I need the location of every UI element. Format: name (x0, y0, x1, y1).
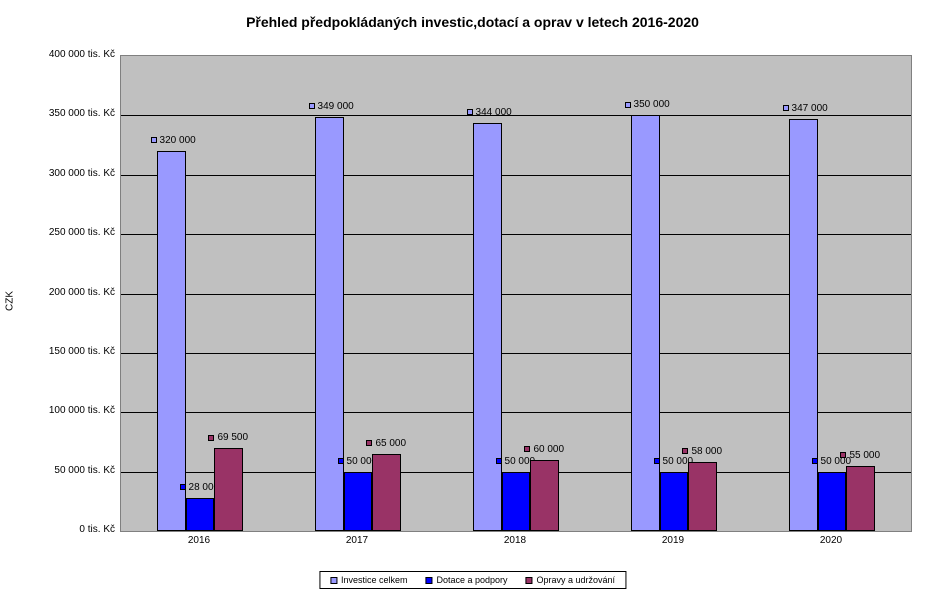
legend-item: Investice celkem (330, 575, 408, 585)
bar (502, 472, 531, 531)
data-label-text: 55 000 (849, 450, 880, 461)
bar (789, 119, 818, 531)
y-tick-label: 200 000 tis. Kč (5, 287, 115, 298)
data-label: 344 000 (467, 107, 512, 118)
legend-swatch (330, 577, 337, 584)
y-tick-label: 100 000 tis. Kč (5, 405, 115, 416)
bar (214, 448, 243, 531)
chart-container: Přehled předpokládaných investic,dotací … (0, 0, 945, 601)
bar (344, 472, 373, 531)
legend-label: Investice celkem (341, 575, 408, 585)
data-label: 60 000 (524, 444, 564, 455)
bar (631, 115, 660, 531)
data-label-marker (625, 102, 631, 108)
x-tick-label: 2020 (820, 535, 842, 546)
y-tick-label: 400 000 tis. Kč (5, 49, 115, 60)
data-label: 50 000 (654, 456, 694, 467)
x-tick-label: 2018 (504, 535, 526, 546)
data-label-text: 69 500 (217, 432, 248, 443)
data-label: 349 000 (309, 101, 354, 112)
legend-item: Dotace a podpory (425, 575, 507, 585)
bar (818, 472, 847, 531)
bar (315, 117, 344, 531)
bar (372, 454, 401, 531)
data-label-marker (812, 458, 818, 464)
data-label-text: 349 000 (318, 101, 354, 112)
y-tick-label: 50 000 tis. Kč (5, 465, 115, 476)
bar (473, 123, 502, 532)
data-label: 28 000 (180, 482, 220, 493)
data-label-marker (180, 484, 186, 490)
legend: Investice celkem Dotace a podpory Opravy a… (319, 571, 626, 589)
data-label-text: 65 000 (375, 438, 406, 449)
y-tick-label: 250 000 tis. Kč (5, 227, 115, 238)
bar (186, 498, 215, 531)
bar (660, 472, 689, 531)
y-tick-label: 150 000 tis. Kč (5, 346, 115, 357)
legend-swatch (425, 577, 432, 584)
data-label: 50 000 (496, 456, 536, 467)
data-label-marker (467, 109, 473, 115)
data-label-text: 350 000 (634, 99, 670, 110)
data-label: 58 000 (682, 446, 722, 457)
data-label-marker (208, 435, 214, 441)
data-label: 320 000 (151, 135, 196, 146)
data-label-text: 347 000 (792, 103, 828, 114)
bar (157, 151, 186, 531)
data-label: 69 500 (208, 432, 248, 443)
data-label: 50 000 (338, 456, 378, 467)
data-label-marker (496, 458, 502, 464)
bar (688, 462, 717, 531)
legend-label: Opravy a udržování (537, 575, 616, 585)
legend-label: Dotace a podpory (436, 575, 507, 585)
data-label-marker (338, 458, 344, 464)
data-label-marker (654, 458, 660, 464)
data-label-text: 60 000 (533, 444, 564, 455)
data-label: 347 000 (783, 103, 828, 114)
data-label-marker (840, 452, 846, 458)
data-label-marker (366, 440, 372, 446)
data-label-marker (309, 103, 315, 109)
x-tick-label: 2016 (188, 535, 210, 546)
data-label-text: 58 000 (691, 446, 722, 457)
grid-line (121, 115, 911, 116)
legend-swatch (526, 577, 533, 584)
bar (846, 466, 875, 531)
data-label-text: 320 000 (160, 135, 196, 146)
data-label-text: 344 000 (476, 107, 512, 118)
data-label-marker (524, 446, 530, 452)
x-tick-label: 2019 (662, 535, 684, 546)
data-label-marker (151, 137, 157, 143)
bar (530, 460, 559, 531)
y-tick-label: 0 tis. Kč (5, 524, 115, 535)
data-label: 65 000 (366, 438, 406, 449)
data-label-marker (682, 448, 688, 454)
x-tick-label: 2017 (346, 535, 368, 546)
y-tick-label: 350 000 tis. Kč (5, 108, 115, 119)
data-label: 55 000 (840, 450, 880, 461)
y-tick-label: 300 000 tis. Kč (5, 168, 115, 179)
legend-item: Opravy a udržování (526, 575, 616, 585)
plot-area: 320 000 28 000 69 500 349 000 50 000 65 000 34… (120, 55, 912, 532)
chart-title: Přehled předpokládaných investic,dotací … (0, 14, 945, 30)
data-label-marker (783, 105, 789, 111)
data-label: 350 000 (625, 99, 670, 110)
